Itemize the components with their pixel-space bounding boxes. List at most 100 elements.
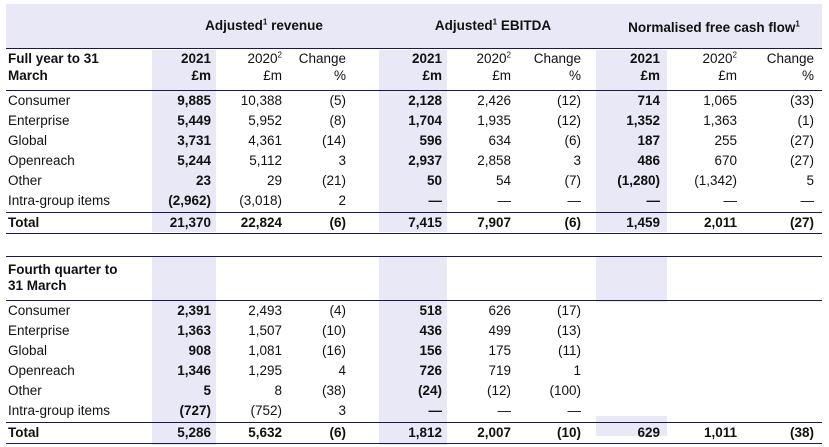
col-unit-2: %: [333, 68, 346, 83]
cell-value: —: [723, 193, 738, 208]
cell-value: 54: [495, 173, 511, 188]
total-value: 2,011: [703, 215, 737, 230]
total-label: Total: [8, 215, 40, 230]
col-header-5: Change: [533, 51, 581, 66]
cell-value: (4): [329, 303, 347, 318]
total-value: (6): [564, 215, 582, 230]
cell-value: (752): [250, 403, 282, 418]
quarter-row: Other 5 8 (38) (24) (12) (100): [6, 381, 822, 401]
q-shade-fcf: [596, 256, 667, 302]
cell-value: (8): [329, 113, 347, 128]
col-unit-0: £m: [191, 68, 211, 83]
cell-value: 187: [637, 133, 660, 148]
cell-value: 518: [419, 303, 442, 318]
cell-value: 255: [714, 133, 737, 148]
cell-value: (6): [564, 133, 582, 148]
full_year-row: Enterprise 5,449 5,952 (8) 1,704 1,935 (12) 1,3…: [6, 111, 822, 131]
cell-value: —: [800, 193, 815, 208]
cell-value: (21): [321, 173, 346, 188]
cell-value: 5: [806, 173, 814, 188]
full_year-row: Openreach 5,244 5,112 3 2,937 2,858 3 486 670 (27…: [6, 151, 822, 171]
col-unit-8: %: [801, 68, 814, 83]
cell-value: (1,342): [694, 173, 737, 188]
cell-value: —: [497, 193, 512, 208]
cell-value: (12): [556, 113, 581, 128]
total-value: 22,824: [240, 215, 282, 230]
cell-value: 908: [188, 343, 211, 358]
quarter-row: Intra-group items (727) (752) 3 — — —: [6, 401, 822, 421]
q-shade-1: [379, 256, 447, 445]
cell-value: —: [428, 403, 443, 418]
cell-value: —: [497, 403, 512, 418]
quarter-total-rule: [6, 422, 822, 423]
cell-value: (11): [557, 343, 581, 358]
cell-value: 29: [266, 173, 282, 188]
total-value: 1,459: [626, 215, 660, 230]
row-label: Other: [8, 173, 42, 188]
cell-value: 2,391: [177, 303, 211, 318]
col-header-1: 20202: [247, 50, 283, 66]
cell-value: 2,858: [477, 153, 511, 168]
cell-value: 1,363: [177, 323, 211, 338]
cell-value: 1,704: [408, 113, 442, 128]
col-unit-6: £m: [640, 68, 660, 83]
col-header-7: 20202: [702, 50, 738, 66]
row-label: Global: [8, 133, 48, 148]
col-unit-1: £m: [263, 68, 282, 83]
total-value: 1,812: [408, 425, 442, 440]
total-value: 1,011: [703, 425, 737, 440]
col-unit-5: %: [568, 68, 581, 83]
total-label: Total: [8, 425, 40, 440]
cell-value: 714: [637, 93, 660, 108]
quarter-row: Global 908 1,081 (16) 156 175 (11): [6, 341, 822, 361]
full_year-row: Other 23 29 (21) 50 54 (7) (1,280) (1,342) 5: [6, 171, 822, 191]
cell-value: —: [567, 403, 582, 418]
full_year-row: Consumer 9,885 10,388 (5) 2,128 2,426 (12) 714 1…: [6, 91, 822, 111]
cell-value: 1,346: [177, 363, 211, 378]
cell-value: (3,018): [239, 193, 282, 208]
row-label: Openreach: [8, 363, 75, 378]
cell-value: 50: [426, 173, 442, 188]
cell-value: 2,937: [408, 153, 442, 168]
row-label: Consumer: [8, 303, 71, 318]
cell-value: 2,128: [408, 93, 442, 108]
col-header-8: Change: [766, 51, 814, 66]
cell-value: (17): [556, 303, 581, 318]
q-shade-fcf-total: [596, 416, 667, 436]
cell-value: (727): [179, 403, 211, 418]
total-value: (27): [789, 215, 814, 230]
cell-value: 1,507: [248, 323, 282, 338]
cell-value: 726: [419, 363, 442, 378]
total-value: 629: [637, 425, 660, 440]
full_year-total-row: Total 21,370 22,824 (6) 7,415 7,907 (6) 1,459 2,…: [6, 213, 822, 233]
header-rule: [6, 48, 822, 49]
cell-value: 1,081: [248, 343, 282, 358]
cell-value: (2,962): [168, 193, 211, 208]
cell-value: (24): [417, 383, 442, 398]
cell-value: 596: [419, 133, 442, 148]
cell-value: (12): [556, 93, 581, 108]
quarter-bottom-rule: [6, 443, 822, 444]
row-label: Other: [8, 383, 42, 398]
cell-value: 486: [637, 153, 660, 168]
row-label: Intra-group items: [8, 193, 111, 208]
subheader-rule: [6, 90, 822, 91]
cell-value: 5,112: [249, 153, 282, 168]
col-header-2: Change: [298, 51, 346, 66]
quarter-row: Enterprise 1,363 1,507 (10) 436 499 (13): [6, 321, 822, 341]
col-header-4: 20202: [476, 50, 512, 66]
q-shade-0: [152, 256, 216, 445]
cell-value: (1): [797, 113, 815, 128]
col-unit-7: £m: [718, 68, 737, 83]
cell-value: (5): [329, 93, 347, 108]
total-value: 7,415: [408, 215, 442, 230]
cell-value: 175: [488, 343, 511, 358]
row-label: Consumer: [8, 93, 71, 108]
cell-value: 9,885: [177, 93, 211, 108]
cell-value: 1,363: [703, 113, 737, 128]
col-header-0: 2021: [180, 51, 211, 66]
fy-shade-1: [379, 50, 447, 232]
cell-value: (100): [549, 383, 581, 398]
cell-value: (38): [321, 383, 346, 398]
total-value: (6): [329, 425, 347, 440]
